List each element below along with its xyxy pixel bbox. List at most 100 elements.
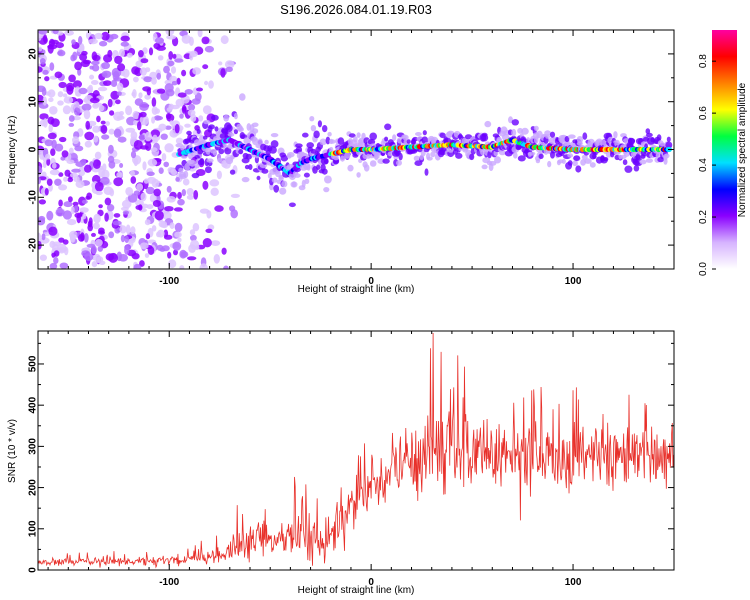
spectrogram-cell xyxy=(175,177,180,182)
spectrogram-cell xyxy=(398,152,403,161)
spectrogram-cell xyxy=(130,226,136,235)
x-tick-label: 0 xyxy=(368,276,374,287)
spectrogram-cell xyxy=(101,134,110,140)
spectrogram-cell xyxy=(38,199,47,205)
y-tick-label: 300 xyxy=(28,438,39,455)
y-tick-label: -20 xyxy=(28,237,39,252)
spectrogram-cell xyxy=(58,184,68,191)
y-tick-label: 0 xyxy=(28,146,39,152)
spectrogram-cell xyxy=(186,188,194,196)
spectrogram-cell xyxy=(547,160,552,168)
spectrogram-cell xyxy=(39,58,46,65)
spectrogram-cell xyxy=(44,76,50,82)
spectrogram-cell xyxy=(469,153,475,161)
spectrogram-cell xyxy=(144,131,152,142)
spectrogram-cell xyxy=(70,172,78,178)
spectrogram-cell xyxy=(544,130,551,136)
spectrogram-cell xyxy=(230,193,240,198)
y-tick-label: 10 xyxy=(28,96,39,108)
spectrogram-cell xyxy=(317,120,322,128)
spectrogram-cell xyxy=(623,150,630,157)
spectrogram-cell xyxy=(42,96,47,106)
spectrogram-cell xyxy=(191,172,200,179)
spectrogram-y-label: Frequency (Hz) xyxy=(7,116,18,185)
spectrogram-cell xyxy=(527,151,536,156)
spectrogram-cell xyxy=(275,170,281,178)
spectrogram-cell xyxy=(293,173,301,178)
spectrogram-cell xyxy=(639,159,647,165)
spectrogram-cell xyxy=(164,206,174,212)
spectrogram-cell xyxy=(584,158,592,164)
spectrogram-cell xyxy=(98,167,106,178)
spectrogram-y-axis: -20 -10 0 10 20 xyxy=(28,29,674,270)
spectrogram-cell xyxy=(69,233,75,242)
spectrogram-cell xyxy=(197,30,203,38)
snr-panel: -100 0 100 0 100 200 300 400 500 Height of stra… xyxy=(7,330,675,596)
spectrogram-cell xyxy=(223,114,230,122)
spectrogram-cell xyxy=(109,188,115,197)
spectrogram-cell xyxy=(309,116,315,122)
spectrogram-cell xyxy=(656,134,662,142)
spectrogram-cell xyxy=(107,155,115,163)
spectrogram-cell xyxy=(256,175,261,181)
spectrogram-cell xyxy=(205,228,213,233)
spectrogram-cell xyxy=(161,153,167,162)
spectrogram-cell xyxy=(90,60,100,66)
spectrogram-cell xyxy=(196,87,203,92)
y-tick-label: 200 xyxy=(28,479,39,496)
spectrogram-cell xyxy=(213,253,220,264)
spectrogram-cell xyxy=(252,128,259,134)
spectrogram-cell xyxy=(220,35,229,45)
spectrogram-cell xyxy=(430,151,436,158)
spectrogram-cell xyxy=(134,98,144,106)
spectrogram-cell xyxy=(573,155,581,162)
spectrogram-cell xyxy=(86,243,96,248)
spectrogram-cell xyxy=(103,80,112,86)
spectrogram-cell xyxy=(325,136,331,145)
spectrogram-cell xyxy=(107,98,113,108)
spectrogram-cell xyxy=(151,225,157,232)
spectrogram-cell xyxy=(212,150,217,156)
spectrogram-cell xyxy=(233,129,238,135)
spectrogram-cell xyxy=(144,253,150,258)
spectrogram-cell xyxy=(78,35,83,45)
spectrogram-cell xyxy=(226,124,233,132)
spectrogram-cell xyxy=(163,65,170,74)
colorbar-tick-label: 0.8 xyxy=(698,54,709,68)
spectrogram-cell xyxy=(74,61,82,71)
spectrogram-cell xyxy=(95,190,103,196)
colorbar-tick-label: 0.6 xyxy=(698,106,709,120)
snr-series-line xyxy=(37,333,675,569)
x-tick-label: -100 xyxy=(159,276,179,287)
spectrogram-cell xyxy=(101,31,110,41)
spectrogram-cell xyxy=(208,80,214,89)
spectrogram-cell xyxy=(57,49,66,57)
spectrogram-cell xyxy=(64,30,74,36)
spectrogram-cell xyxy=(646,132,653,138)
spectrogram-cell xyxy=(521,127,529,135)
colorbar-label: Normalized spectral amplitude xyxy=(737,82,748,217)
spectrogram-cell xyxy=(172,53,177,59)
spectrogram-cell xyxy=(120,41,129,47)
spectrogram-cell xyxy=(124,244,132,250)
spectrogram-cell xyxy=(545,134,551,139)
spectrogram-cell xyxy=(152,134,158,141)
spectrogram-cell xyxy=(133,190,141,196)
spectrogram-cell xyxy=(42,160,47,169)
spectrogram-cell xyxy=(302,132,309,138)
spectrogram-cell xyxy=(561,158,566,164)
spectrogram-cell xyxy=(50,148,56,157)
spectrogram-cell xyxy=(304,178,310,184)
spectrogram-cell xyxy=(188,36,194,46)
spectrogram-cell xyxy=(327,131,332,137)
spectrogram-cell xyxy=(624,165,633,173)
spectrogram-cell xyxy=(38,165,43,176)
spectrogram-cell xyxy=(38,232,41,241)
spectrogram-cell xyxy=(489,161,497,166)
spectrogram-cell xyxy=(133,140,143,150)
spectrogram-cell xyxy=(177,237,182,243)
spectrogram-cell xyxy=(151,178,160,188)
y-tick-label: 20 xyxy=(28,48,39,60)
spectrogram-cell xyxy=(208,124,215,130)
spectrogram-cell xyxy=(193,190,199,200)
